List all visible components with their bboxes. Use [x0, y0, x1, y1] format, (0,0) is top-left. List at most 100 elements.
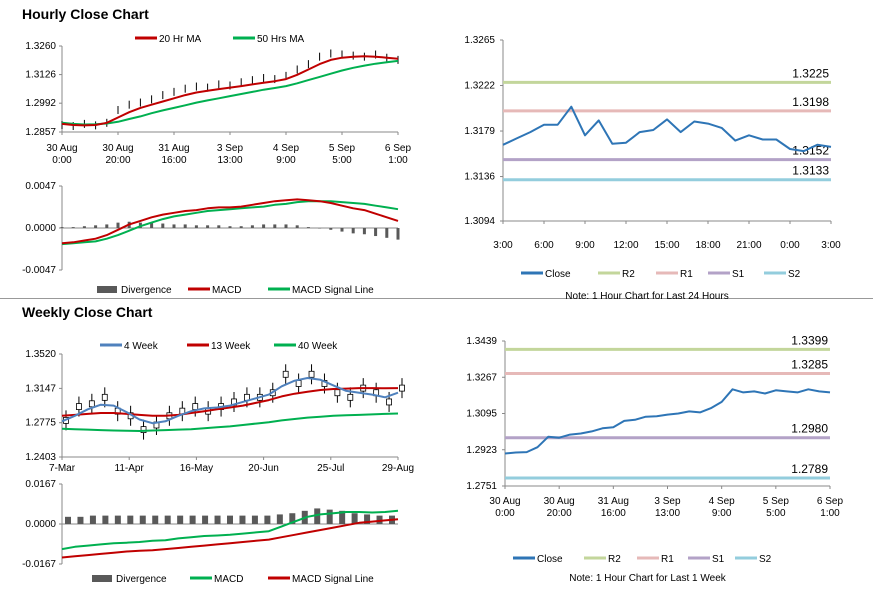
weekly-price-x-tick-label: 7-Mar — [49, 463, 76, 474]
weekly-1w-x-tick-line: 5:00 — [766, 508, 786, 519]
weekly-macd-divergence-bar — [152, 515, 159, 524]
hourly-24h-legend-close-label: Close — [545, 269, 571, 280]
hourly-macd-divergence-bar — [385, 228, 389, 238]
hourly-24h-level-r2-label: 1.3225 — [792, 66, 829, 80]
weekly-macd-signal-line — [61, 518, 399, 559]
weekly-1w-x-tick-line: 3 Sep — [654, 496, 681, 507]
weekly-price-x-tick-label: 29-Aug — [382, 463, 414, 474]
legend-50hrs-ma-label: 50 Hrs MA — [257, 34, 305, 45]
hourly-price-y-tick-label: 1.2857 — [25, 127, 56, 138]
hourly-price-x-tick-line: 30 Aug — [102, 143, 133, 154]
weekly-price-candle-body — [282, 370, 289, 378]
hourly-24h-level-r1-label: 1.3198 — [792, 95, 829, 109]
weekly-1w-x-tick-line: 4 Sep — [709, 496, 736, 507]
weekly-price-y-tick-label: 1.3147 — [25, 383, 56, 394]
hourly-24h-x-tick-label: 0:00 — [780, 240, 800, 251]
hourly-macd-divergence-bar — [116, 222, 120, 228]
hourly-price-x-tick-line: 31 Aug — [158, 143, 189, 154]
weekly-macd-divergence-bar — [227, 515, 233, 524]
weekly-macd-divergence-bar — [214, 515, 221, 524]
hourly-macd-divergence-bar — [60, 227, 64, 228]
legend-40-week-label: 40 Week — [298, 341, 338, 352]
hourly-24h-close-line — [502, 105, 832, 153]
weekly-macd-divergence-bar — [202, 515, 209, 524]
weekly-1w-legend-close-label: Close — [537, 554, 563, 565]
hourly-macd-divergence-bar — [228, 226, 232, 228]
weekly-1w-level-s2-label: 1.2789 — [791, 462, 828, 476]
weekly-macd-divergence-bar — [351, 513, 358, 524]
legend-weekly-divergence-swatch — [92, 575, 112, 582]
hourly-macd-divergence-bar — [94, 225, 98, 228]
weekly-1w-x-tick-label: 31 Aug 16:00 — [598, 496, 629, 519]
hourly-macd-divergence-bar — [217, 225, 221, 228]
weekly-1w-x-tick-line: 5 Sep — [763, 496, 790, 507]
hourly-price-x-tick-line: 20:00 — [105, 155, 130, 166]
legend-hourly-divergence-label: Divergence — [121, 285, 172, 296]
hourly-24h-level-s2-label: 1.3133 — [792, 164, 829, 178]
hourly-macd-divergence-bar — [340, 228, 344, 232]
weekly-1w-x-tick-line: 31 Aug — [598, 496, 629, 507]
hourly-price-20ma-line — [61, 55, 399, 127]
legend-4-week-label: 4 Week — [124, 341, 159, 352]
hourly-24h-x-tick-label: 6:00 — [534, 240, 554, 251]
weekly-macd-divergence-bar — [65, 516, 71, 524]
hourly-macd-divergence-bar — [183, 224, 187, 228]
weekly-1w-legend-r1-label: R1 — [661, 554, 674, 565]
hourly-macd-line — [61, 198, 399, 245]
hourly-price-y-tick-label: 1.2992 — [25, 98, 56, 109]
hourly-price-x-tick-line: 6 Sep — [385, 143, 412, 154]
weekly-price-x-tick-label: 25-Jul — [317, 463, 344, 474]
hourly-macd-divergence-bar — [329, 228, 333, 230]
hourly-price-x-tick-label: 30 Aug 0:00 — [46, 143, 77, 166]
weekly-price-y-tick-label: 1.2403 — [25, 452, 56, 463]
hourly-24h-y-tick-label: 1.3179 — [464, 126, 495, 137]
hourly-macd-divergence-bar — [318, 228, 322, 229]
weekly-price-13w-line — [61, 387, 399, 417]
hourly-macd-divergence-bar — [374, 228, 378, 237]
weekly-macd-divergence-bar — [139, 515, 146, 524]
weekly-1w-y-tick-label: 1.2751 — [466, 481, 497, 492]
hourly-price-x-tick-label: 31 Aug 16:00 — [158, 143, 189, 166]
hourly-24h-x-tick-label: 12:00 — [613, 240, 638, 251]
hourly-price-x-tick-label: 30 Aug 20:00 — [102, 143, 133, 166]
hourly-price-x-tick-line: 16:00 — [161, 155, 186, 166]
weekly-1w-y-tick-label: 1.2923 — [466, 445, 497, 456]
weekly-price-x-tick-label: 20-Jun — [248, 463, 279, 474]
weekly-macd-divergence-bar — [314, 508, 321, 524]
weekly-macd-divergence-bar — [102, 515, 109, 524]
hourly-price-x-tick-line: 0:00 — [52, 155, 72, 166]
hourly-macd-divergence-bar — [396, 228, 400, 240]
legend-weekly-macd-label: MACD — [214, 574, 243, 585]
weekly-section-title: Weekly Close Chart — [22, 304, 153, 320]
hourly-macd-divergence-bar — [150, 222, 154, 228]
hourly-24h-legend-s1-label: S1 — [732, 269, 745, 280]
hourly-24h-note: Note: 1 Hour Chart for Last 24 Hours — [565, 291, 728, 302]
weekly-1w-x-tick-label: 30 Aug 0:00 — [489, 496, 520, 519]
legend-13-week-label: 13 Week — [211, 341, 251, 352]
weekly-price-candle-body — [140, 426, 147, 434]
weekly-macd-y-tick-label: -0.0167 — [22, 559, 56, 570]
weekly-macd-divergence-bar — [251, 515, 258, 524]
hourly-24h-level-s1-label: 1.3152 — [792, 144, 829, 158]
hourly-price-x-tick-label: 5 Sep 5:00 — [329, 143, 356, 166]
weekly-1w-x-tick-label: 30 Aug 20:00 — [544, 496, 575, 519]
hourly-macd-divergence-bar — [273, 224, 277, 228]
weekly-1w-x-tick-line: 1:00 — [820, 508, 840, 519]
hourly-24h-x-tick-label: 15:00 — [654, 240, 679, 251]
hourly-macd-divergence-bar — [306, 227, 310, 228]
section-divider — [0, 298, 873, 299]
weekly-1w-x-tick-line: 13:00 — [655, 508, 680, 519]
hourly-section-title: Hourly Close Chart — [22, 6, 149, 22]
weekly-macd-divergence-bar — [127, 515, 134, 524]
hourly-price-x-tick-label: 4 Sep 9:00 — [273, 143, 300, 166]
hourly-24h-x-tick-label: 3:00 — [821, 240, 841, 251]
weekly-price-y-tick-label: 1.3520 — [25, 349, 56, 360]
hourly-price-x-tick-line: 13:00 — [217, 155, 242, 166]
weekly-price-candle-body — [295, 380, 302, 387]
weekly-macd-divergence-bar — [239, 515, 246, 524]
hourly-24h-y-tick-label: 1.3094 — [464, 216, 495, 227]
hourly-macd-divergence-bar — [284, 224, 288, 228]
hourly-macd-divergence-bar — [239, 226, 243, 228]
weekly-price-candle-body — [88, 400, 95, 408]
